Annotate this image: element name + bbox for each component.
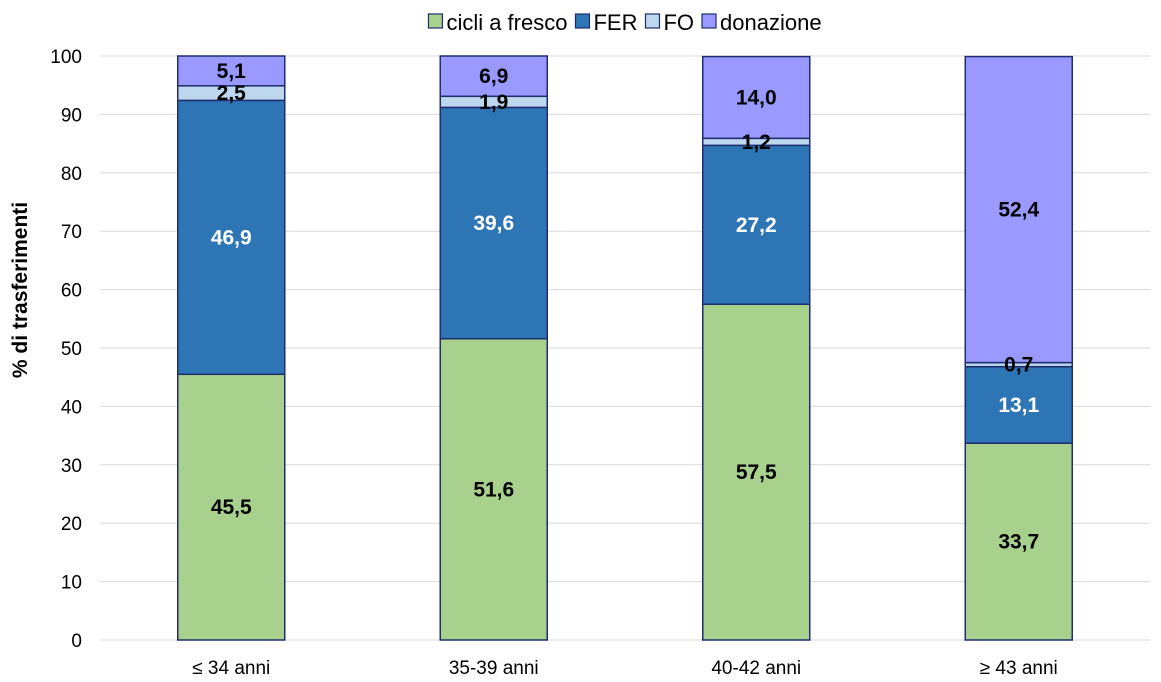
data-label-fer-34-anni: 46,9 (211, 226, 252, 249)
bar-fer-35-39-anni (439, 106, 548, 340)
data-label-fer-40-42-anni: 27,2 (736, 214, 777, 237)
data-label-donazione-43-anni: 52,4 (998, 199, 1039, 222)
bar-donazione-34-anni (177, 55, 286, 87)
bar-fer-40-42-anni (702, 144, 811, 305)
data-label-donazione-40-42-anni: 14,0 (736, 86, 777, 109)
bar-cicli-a-fresco-40-42-anni (702, 303, 811, 641)
legend-label-donazione: donazione (720, 10, 822, 35)
data-label-fo-43-anni: 0,7 (1004, 354, 1033, 377)
data-label-donazione-35-39-anni: 6,9 (479, 65, 508, 88)
y-axis-label: % di trasferimenti (9, 202, 32, 378)
data-label-cicli-a-fresco-43-anni: 33,7 (998, 531, 1039, 554)
bar-donazione-43-anni (964, 55, 1073, 364)
y-tick-label-6: 60 (61, 281, 82, 302)
data-label-fo-35-39-anni: 1,9 (479, 91, 508, 114)
legend-label-cicli-a-fresco: cicli a fresco (446, 10, 567, 35)
bars (177, 55, 1073, 641)
legend-swatch-fo (644, 13, 661, 29)
data-label-fer-35-39-anni: 39,6 (473, 212, 514, 235)
legend-swatch-fer (574, 13, 591, 29)
y-tick-label-2: 20 (61, 514, 82, 535)
legend-swatch-cicli-a-fresco (427, 13, 444, 29)
bar-donazione-40-42-anni (702, 55, 811, 140)
y-tick-label-0: 0 (71, 631, 82, 652)
data-labels: 45,5 46,9 2,55,1 51,6 39,6 1,9 6,9 57,5 27,2 1,2 1… (211, 60, 1040, 554)
y-tick-label-10: 100 (50, 47, 82, 68)
legend-label-fo: FO (663, 10, 694, 35)
y-tick-label-3: 30 (61, 456, 82, 477)
y-tick-label-7: 70 (61, 222, 82, 243)
bar-donazione-35-39-anni (439, 55, 548, 98)
legend-label-fer: FER (593, 10, 637, 35)
bar-cicli-a-fresco-35-39-anni (439, 337, 548, 641)
y-axis: 0 10 20 30 40 50 60 70 80 90 100 (50, 47, 82, 652)
x-tick-label-1: 35-39 anni (449, 658, 539, 679)
bar-cicli-a-fresco-34-anni (177, 373, 286, 641)
x-tick-label-0: ≤ 34 anni (192, 658, 270, 679)
x-tick-label-2: 40-42 anni (711, 658, 801, 679)
legend-swatch-donazione (701, 13, 717, 29)
data-label-cicli-a-fresco-34-anni: 45,5 (211, 496, 252, 519)
y-tick-label-5: 50 (61, 339, 82, 360)
y-tick-label-8: 80 (61, 164, 82, 185)
y-tick-label-1: 10 (61, 573, 82, 594)
data-label-cicli-a-fresco-40-42-anni: 57,5 (736, 461, 777, 484)
y-tick-label-9: 90 (61, 105, 82, 126)
legend: cicli a fresco FER FO donazione (427, 10, 822, 35)
bar-fer-34-anni (177, 99, 286, 376)
y-tick-label-4: 40 (61, 397, 82, 418)
x-axis: ≤ 34 anni 35-39 anni 40-42 anni ≥ 43 anni (192, 658, 1058, 679)
data-label-fo-40-42-anni: 1,2 (742, 131, 771, 154)
data-label-cicli-a-fresco-35-39-anni: 51,6 (473, 478, 514, 501)
x-tick-label-3: ≥ 43 anni (980, 658, 1058, 679)
data-label-donazione-34-anni: 5,1 (217, 60, 247, 83)
data-label-fer-43-anni: 13,1 (998, 394, 1039, 417)
data-label-fo-34-anni: 2,5 (217, 82, 247, 105)
bar-fer-43-anni (964, 365, 1073, 444)
